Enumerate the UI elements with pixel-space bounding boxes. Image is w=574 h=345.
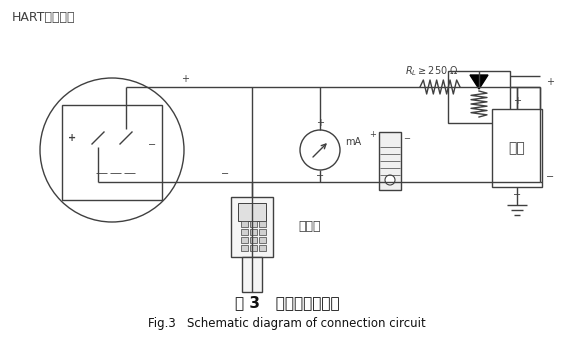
Bar [259,229,266,235]
Text: +: + [370,129,377,138]
Bar [250,221,257,227]
Text: 电流表: 电流表 [298,220,321,234]
Text: −: − [221,169,229,179]
Bar [241,229,248,235]
Text: −: − [513,190,521,200]
Bar [238,203,266,221]
Bar [492,109,542,187]
Bar [242,257,262,292]
Text: mA: mA [345,137,361,147]
Circle shape [300,130,340,170]
Text: Fig.3   Schematic diagram of connection circuit: Fig.3 Schematic diagram of connection ci… [148,316,426,329]
Bar [250,237,257,243]
Circle shape [89,129,107,147]
Polygon shape [470,75,488,89]
Bar [448,71,510,123]
Bar [123,164,136,182]
Bar [379,132,401,190]
Bar [241,221,248,227]
Text: −: − [316,171,324,181]
Bar [62,105,162,200]
Text: +: + [513,96,521,106]
Bar [241,237,248,243]
Text: $R_L$$\geq$250 $\Omega$: $R_L$$\geq$250 $\Omega$ [405,64,459,78]
Bar [250,229,257,235]
Text: −: − [546,172,554,182]
Bar [241,245,248,251]
Text: 电源: 电源 [509,141,525,155]
Text: +: + [316,118,324,128]
Bar [259,221,266,227]
Bar [231,197,273,257]
Text: +: + [546,77,554,87]
Bar [250,245,257,251]
Circle shape [117,129,135,147]
Circle shape [385,175,395,185]
Text: −: − [148,140,156,150]
Bar [95,164,108,182]
Text: 图 3   连接回路示意图: 图 3 连接回路示意图 [235,296,339,311]
Bar [109,164,122,182]
Text: +: + [68,133,76,143]
Bar [259,245,266,251]
Text: −: − [404,135,410,144]
Bar [259,237,266,243]
Text: HART兼容设备: HART兼容设备 [12,10,76,23]
Text: +: + [181,74,189,84]
